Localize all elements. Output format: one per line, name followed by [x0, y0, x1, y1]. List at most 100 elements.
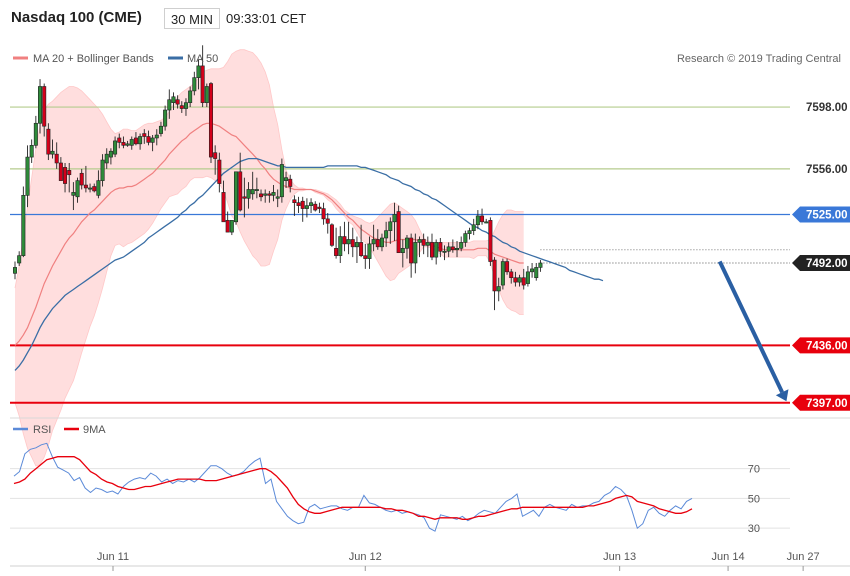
candle-body [234, 171, 239, 223]
candle-body [263, 193, 268, 196]
candle-body [13, 267, 18, 274]
candle-body [29, 145, 34, 158]
candle-body [188, 90, 193, 103]
candle-body [517, 277, 522, 283]
candle-body [505, 261, 510, 273]
candle-body [325, 218, 330, 224]
candle-body [425, 242, 430, 246]
candle-body [525, 271, 530, 284]
candle-body [275, 196, 280, 199]
candle-body [521, 277, 526, 286]
time-tick-label: Jun 11 [97, 551, 129, 563]
candle-body [113, 140, 118, 155]
candle-body [534, 267, 539, 279]
candle-body [171, 96, 176, 103]
ma50-line [14, 157, 604, 371]
bollinger-band-fill [15, 49, 524, 466]
candle-body [471, 224, 476, 231]
time-axis: Jun 11 Jun 12 Jun 13 Jun 14 Jun 27 [10, 551, 850, 571]
candle-body [125, 143, 130, 146]
candle-body [271, 192, 276, 196]
candle-body [500, 261, 505, 286]
candle-body [371, 239, 376, 245]
candle-body [38, 86, 43, 124]
candle-body [421, 239, 426, 246]
rsi-legend: RSI 9MA [13, 424, 106, 436]
price-label-last: 7492.00 [806, 258, 848, 270]
candle-body [354, 242, 359, 248]
legend-label-ma50: MA 50 [187, 53, 218, 65]
candle-body [342, 236, 347, 245]
candle-body [250, 189, 255, 195]
time-tick-label: Jun 14 [712, 551, 745, 563]
candle-body [492, 259, 497, 292]
candle-body [450, 246, 455, 251]
instrument-title: Nasdaq 100 (CME) [11, 9, 142, 26]
candle-body [346, 239, 351, 245]
candle-body [238, 171, 243, 211]
candle-body [321, 208, 326, 220]
candle-body [496, 286, 501, 292]
candle-body [83, 184, 88, 189]
price-label-resistance: 7556.00 [806, 164, 848, 176]
price-tag-last [792, 255, 850, 272]
candle-body [208, 83, 213, 158]
candle-body [375, 239, 380, 248]
candle-body [104, 153, 109, 164]
candle-body [58, 162, 63, 181]
candle-body [142, 133, 147, 137]
candle-body [417, 239, 422, 243]
legend-label-9ma: 9MA [83, 424, 106, 436]
candle-body [446, 246, 451, 252]
timeframe-selector[interactable]: 30 MIN [164, 8, 220, 29]
candle-body [338, 236, 343, 256]
candle-body [480, 215, 485, 223]
candle-body [213, 152, 218, 159]
candle-body [21, 195, 26, 256]
rsi-series-RSI [13, 442, 693, 532]
price-tag-support [792, 394, 850, 411]
price-legend: MA 20 + Bollinger Bands MA 50 [13, 53, 218, 65]
candle-body [484, 221, 489, 224]
candle-body [54, 153, 59, 164]
candle-body [192, 77, 197, 92]
candle-body [459, 242, 464, 249]
time-tick-label: Jun 13 [603, 551, 636, 563]
candle-body [92, 186, 97, 192]
candle-body [317, 206, 322, 209]
candle-body [63, 167, 68, 184]
candle-body [384, 230, 389, 239]
candlestick-series [13, 45, 543, 311]
candle-body [100, 159, 105, 181]
candle-body [292, 199, 297, 203]
candle-body [367, 243, 372, 259]
candle-body [388, 221, 393, 231]
candle-body [88, 187, 93, 190]
candle-body [71, 192, 76, 196]
candle-body [175, 99, 180, 105]
candle-body [33, 122, 38, 146]
candle-body [463, 233, 468, 243]
copyright-text: Research © 2019 Trading Central [677, 53, 841, 65]
candle-body [150, 137, 155, 143]
candle-body [133, 137, 138, 145]
candle-body [154, 134, 159, 139]
candle-body [267, 193, 272, 196]
rsi-tick-label: 50 [748, 493, 760, 505]
candle-body [455, 247, 460, 251]
rsi-series-9MA [13, 456, 693, 520]
candle-body [404, 237, 409, 249]
price-level-labels: 7598.00 7556.00 7525.00 7492.00 7436.00 7397.… [792, 102, 850, 411]
candle-body [96, 180, 101, 196]
candle-body [392, 214, 397, 223]
candle-body [288, 178, 293, 187]
candle-body [429, 242, 434, 258]
time-tick-label: Jun 27 [787, 551, 820, 563]
candle-body [75, 180, 80, 198]
candle-body [46, 128, 51, 155]
rsi-tick-label: 30 [748, 523, 760, 535]
candle-body [300, 200, 305, 209]
bollinger-lower-line [14, 175, 524, 467]
candle-body [204, 86, 209, 103]
